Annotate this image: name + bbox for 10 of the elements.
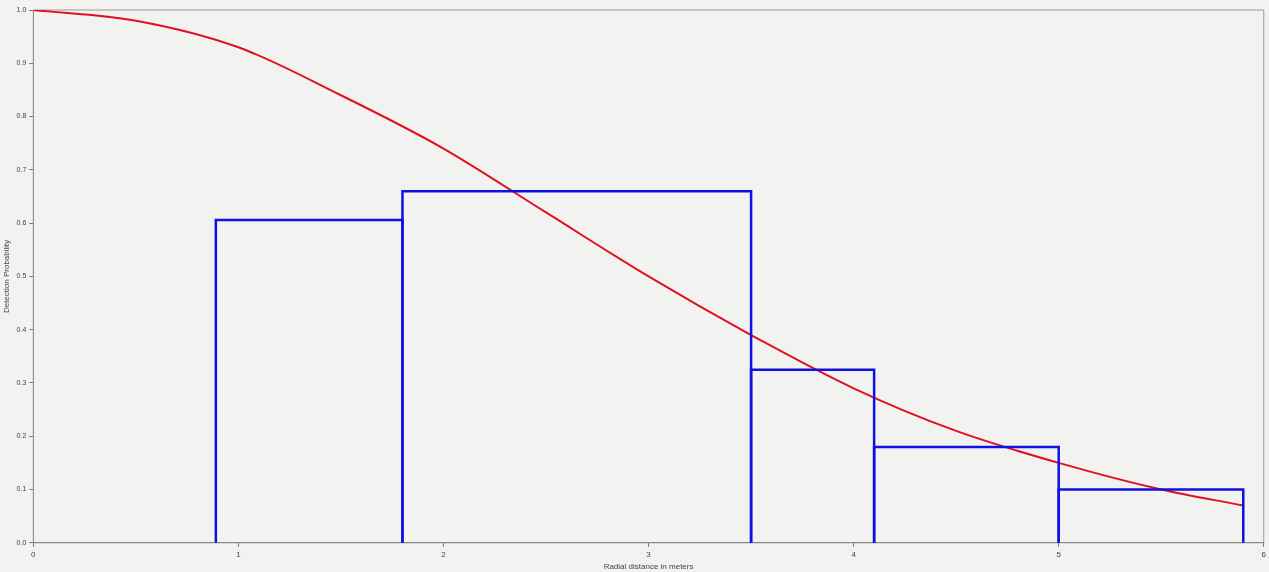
- x-tick-label: 6: [1261, 549, 1267, 559]
- x-axis-title: Radial distance in meters: [603, 562, 694, 572]
- x-tick-label: 5: [1056, 549, 1062, 559]
- x-tick-label: 1: [236, 549, 242, 559]
- y-axis-title: Detection Probability: [2, 239, 11, 314]
- x-tick-label: 2: [441, 549, 447, 559]
- x-tick-label: 4: [851, 549, 857, 559]
- line-series: [33, 10, 1245, 507]
- x-tick-label: 0: [31, 549, 37, 559]
- x-tick-label: 3: [646, 549, 652, 559]
